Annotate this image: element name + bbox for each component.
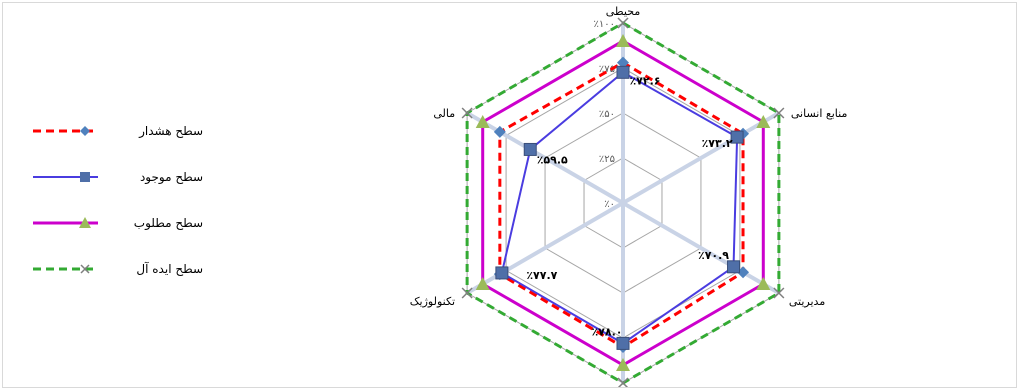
data-point (756, 277, 771, 290)
axis-label: تکنولوژیک (410, 295, 455, 308)
tick-label: ٪۵۰ (599, 109, 615, 120)
data-point (616, 34, 630, 47)
data-point (495, 266, 509, 280)
data-point (727, 260, 741, 274)
data-point (773, 287, 785, 299)
legend-label: سطح هشدار (138, 124, 203, 139)
legend-marker (80, 126, 90, 136)
tick-label: ٪۷۵ (599, 64, 615, 75)
data-point (616, 358, 630, 371)
axis-spoke (622, 111, 780, 205)
axis-label: مالی (433, 107, 455, 120)
tick-label: ٪۱۰۰ (594, 19, 615, 30)
data-label: ٪۷۷.۷ (526, 269, 557, 282)
legend: سطح هشدار سطح موجود سطح مطلوب سطح ایده آل (33, 124, 203, 276)
data-label: ٪۷۳.۲ (702, 137, 733, 150)
data-label: ٪۵۹.۵ (537, 153, 568, 166)
radar-chart: ٪۰ ٪۲۵ ٪۵۰ ٪۷۵ ٪۱۰۰ ٪۷۲.۶ ٪۷۳.۲ ٪۷۰.۹ ٪۷۸.۰ ٪۷۷.۷… (33, 5, 848, 387)
axis-label: منابع انسانی (791, 107, 848, 120)
legend-label: سطح موجود (140, 170, 203, 185)
legend-marker (80, 172, 90, 182)
tick-label: ٪۰ (604, 199, 615, 210)
data-label: ٪۷۰.۹ (698, 249, 729, 262)
data-point (616, 65, 630, 79)
axis-spoke (622, 201, 780, 295)
data-point (617, 56, 629, 69)
axis-label: محیطی (606, 5, 641, 18)
chart-frame: ٪۰ ٪۲۵ ٪۵۰ ٪۷۵ ٪۱۰۰ ٪۷۲.۶ ٪۷۳.۲ ٪۷۰.۹ ٪۷۸.۰ ٪۷۷.۷… (2, 2, 1017, 388)
data-point (475, 277, 490, 290)
data-point (475, 115, 490, 128)
data-point (616, 336, 630, 350)
data-point (461, 107, 473, 119)
data-point (737, 266, 750, 279)
data-point (773, 107, 785, 119)
legend-marker (80, 264, 90, 274)
data-point (617, 17, 629, 29)
legend-marker (79, 217, 91, 228)
legend-label: سطح مطلوب (134, 216, 203, 231)
data-point (617, 377, 629, 387)
data-point (523, 142, 537, 156)
legend-label: سطح ایده آل (136, 261, 203, 276)
tick-label: ٪۲۵ (599, 154, 615, 165)
axis-label: مدیریتی (789, 295, 825, 308)
data-point (756, 115, 771, 128)
data-point (730, 130, 744, 144)
axis-spoke (466, 201, 624, 295)
data-label: ٪۷۲.۶ (629, 74, 660, 87)
data-label: ٪۷۸.۰ (591, 325, 622, 338)
data-point (461, 287, 473, 299)
axis-spoke (466, 111, 624, 205)
